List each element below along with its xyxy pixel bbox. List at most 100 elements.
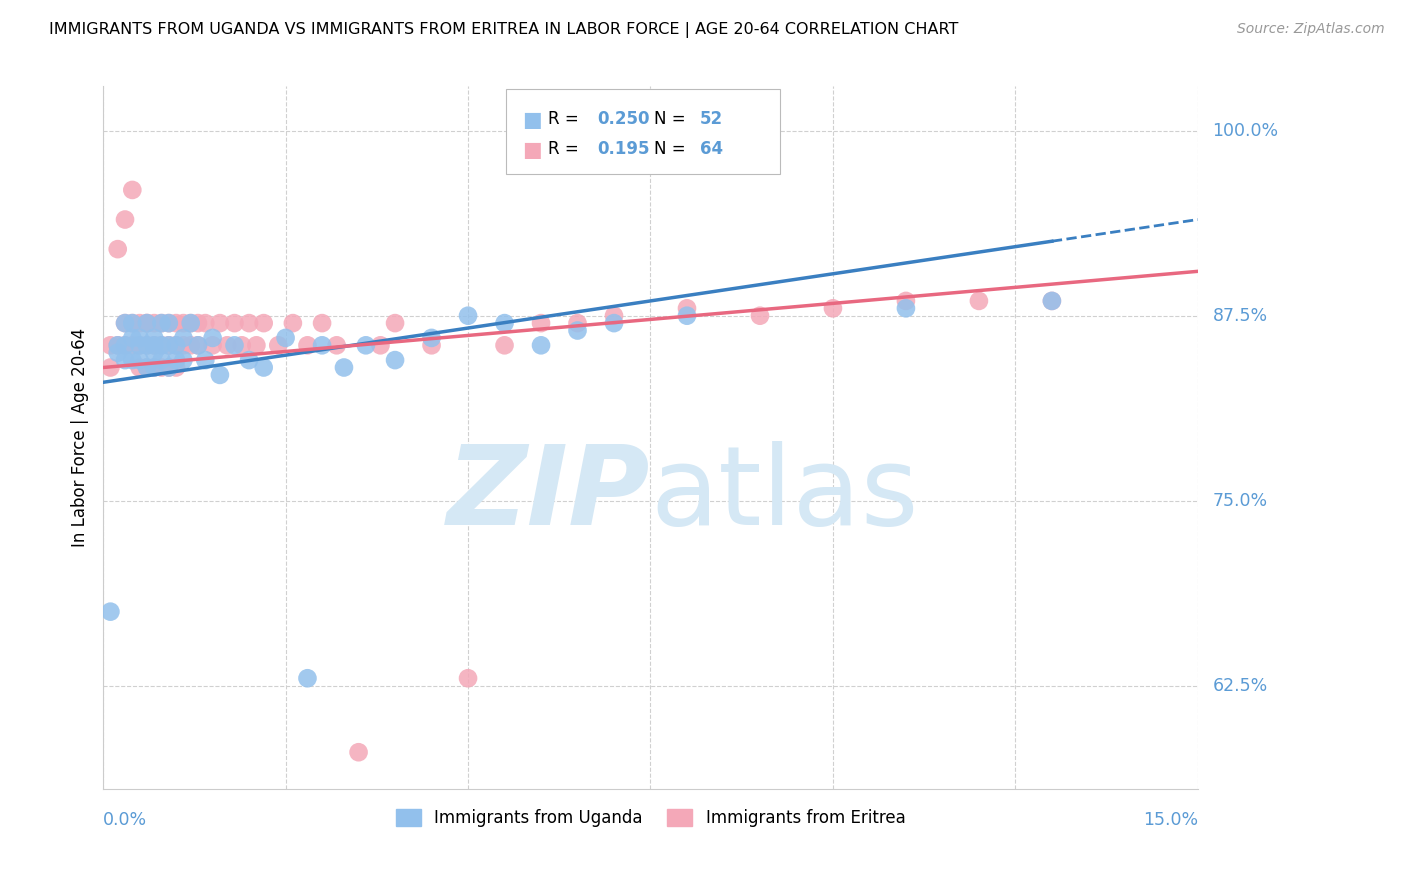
- Point: [194, 316, 217, 330]
- Point: [107, 345, 129, 359]
- Point: [107, 338, 129, 352]
- Point: [121, 331, 143, 345]
- Point: [208, 368, 231, 382]
- Point: [187, 316, 209, 330]
- Point: [128, 316, 150, 330]
- Point: [100, 360, 122, 375]
- Point: [457, 309, 479, 323]
- Point: [821, 301, 844, 316]
- Point: [494, 316, 516, 330]
- Point: [100, 338, 122, 352]
- Point: [420, 331, 443, 345]
- Point: [420, 338, 443, 352]
- Point: [143, 338, 166, 352]
- Point: [135, 338, 157, 352]
- Point: [297, 671, 319, 685]
- Point: [128, 338, 150, 352]
- Text: R =: R =: [548, 110, 585, 128]
- Point: [530, 316, 553, 330]
- Point: [121, 353, 143, 368]
- Point: [967, 293, 990, 308]
- Text: 87.5%: 87.5%: [1212, 307, 1268, 325]
- Point: [267, 338, 290, 352]
- Point: [114, 316, 136, 330]
- Point: [150, 316, 173, 330]
- Point: [894, 301, 917, 316]
- Point: [238, 316, 260, 330]
- Point: [201, 338, 224, 352]
- Point: [311, 316, 333, 330]
- Point: [281, 316, 304, 330]
- Text: 62.5%: 62.5%: [1212, 677, 1268, 695]
- Point: [165, 338, 187, 352]
- Point: [325, 338, 347, 352]
- Point: [297, 338, 319, 352]
- Point: [143, 345, 166, 359]
- Point: [187, 338, 209, 352]
- Text: 0.250: 0.250: [598, 110, 650, 128]
- Point: [172, 331, 194, 345]
- Text: 0.195: 0.195: [598, 140, 650, 158]
- Point: [121, 316, 143, 330]
- Text: 75.0%: 75.0%: [1212, 491, 1268, 509]
- Point: [150, 360, 173, 375]
- Point: [238, 353, 260, 368]
- Point: [100, 605, 122, 619]
- Point: [128, 338, 150, 352]
- Point: [180, 316, 202, 330]
- Point: [603, 316, 626, 330]
- Point: [603, 309, 626, 323]
- Point: [676, 309, 699, 323]
- Point: [194, 353, 217, 368]
- Text: 100.0%: 100.0%: [1212, 121, 1278, 140]
- Point: [143, 338, 166, 352]
- Point: [114, 338, 136, 352]
- Point: [165, 353, 187, 368]
- Point: [157, 316, 180, 330]
- Point: [333, 360, 356, 375]
- Point: [143, 360, 166, 375]
- Point: [107, 338, 129, 352]
- Point: [114, 316, 136, 330]
- Point: [143, 316, 166, 330]
- Point: [749, 309, 772, 323]
- Point: [121, 338, 143, 352]
- Point: [143, 360, 166, 375]
- Point: [165, 360, 187, 375]
- Point: [135, 316, 157, 330]
- Point: [311, 338, 333, 352]
- Text: 15.0%: 15.0%: [1143, 812, 1198, 830]
- Text: 64: 64: [700, 140, 723, 158]
- Point: [135, 316, 157, 330]
- Point: [201, 331, 224, 345]
- Point: [135, 338, 157, 352]
- Point: [150, 353, 173, 368]
- Text: IMMIGRANTS FROM UGANDA VS IMMIGRANTS FROM ERITREA IN LABOR FORCE | AGE 20-64 COR: IMMIGRANTS FROM UGANDA VS IMMIGRANTS FRO…: [49, 22, 959, 38]
- Point: [370, 338, 392, 352]
- Point: [384, 353, 406, 368]
- Point: [1040, 293, 1063, 308]
- Point: [384, 316, 406, 330]
- Point: [121, 183, 143, 197]
- Text: N =: N =: [654, 110, 690, 128]
- Text: N =: N =: [654, 140, 690, 158]
- Point: [135, 316, 157, 330]
- Point: [128, 353, 150, 368]
- Y-axis label: In Labor Force | Age 20-64: In Labor Force | Age 20-64: [72, 328, 89, 548]
- Point: [1040, 293, 1063, 308]
- Point: [157, 360, 180, 375]
- Point: [165, 338, 187, 352]
- Point: [107, 242, 129, 256]
- Point: [150, 338, 173, 352]
- Point: [676, 301, 699, 316]
- Point: [894, 293, 917, 308]
- Point: [121, 316, 143, 330]
- Point: [172, 338, 194, 352]
- Point: [567, 316, 589, 330]
- Text: R =: R =: [548, 140, 585, 158]
- Point: [208, 316, 231, 330]
- Point: [231, 338, 253, 352]
- Point: [114, 338, 136, 352]
- Point: [150, 338, 173, 352]
- Point: [114, 353, 136, 368]
